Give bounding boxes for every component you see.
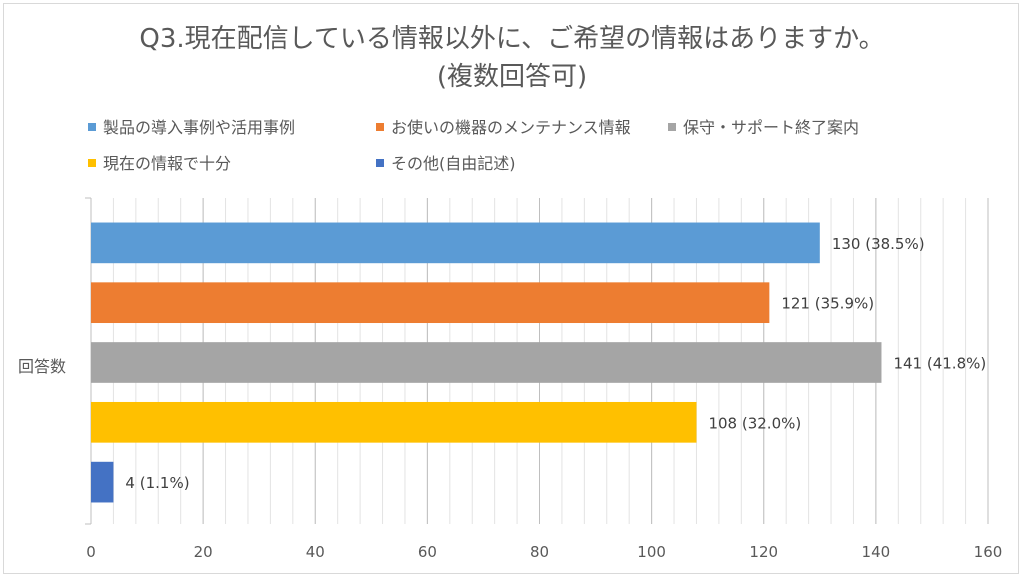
legend-item: 現在の情報で十分	[88, 154, 231, 174]
data-label: 4 (1.1%)	[125, 474, 189, 492]
legend-item: 保守・サポート終了案内	[668, 118, 859, 138]
bars	[91, 222, 882, 503]
data-label: 141 (41.8%)	[893, 354, 986, 372]
data-labels: 130 (38.5%) 121 (35.9%) 141 (41.8%) 108 (32…	[125, 235, 986, 492]
legend-swatch	[376, 123, 384, 131]
x-tick-label: 140	[862, 543, 891, 561]
x-tick-label: 20	[194, 543, 213, 561]
legend-item: お使いの機器のメンテナンス情報	[376, 118, 631, 138]
x-tick-label: 40	[306, 543, 325, 561]
bar	[91, 222, 820, 264]
x-tick-label: 120	[749, 543, 778, 561]
legend-swatch	[88, 123, 96, 131]
data-label: 121 (35.9%)	[781, 295, 874, 313]
category-axis-label: 回答数	[18, 357, 66, 376]
legend-label: お使いの機器のメンテナンス情報	[391, 118, 631, 137]
legend-swatch	[668, 123, 676, 131]
bar	[91, 461, 114, 503]
legend-label: 保守・サポート終了案内	[683, 118, 860, 137]
chart-title-line2: (複数回答可)	[436, 62, 588, 92]
data-label: 108 (32.0%)	[708, 414, 801, 432]
data-label: 130 (38.5%)	[832, 235, 925, 253]
legend-label: 製品の導入事例や活用事例	[103, 118, 296, 137]
legend-label: その他(自由記述)	[391, 154, 516, 173]
x-tick-label: 100	[637, 543, 666, 561]
x-tick-label: 0	[86, 543, 96, 561]
chart-title-line1: Q3.現在配信している情報以外に、ご希望の情報はありますか。	[139, 24, 885, 54]
bar	[91, 282, 770, 324]
bar	[91, 342, 882, 383]
legend-label: 現在の情報で十分	[103, 154, 232, 173]
legend-swatch	[376, 159, 384, 167]
x-axis-ticks: 0 20 40 60 80 100 120 140 160	[86, 543, 1002, 561]
legend-item: その他(自由記述)	[376, 154, 516, 174]
x-tick-label: 80	[530, 543, 549, 561]
legend-item: 製品の導入事例や活用事例	[88, 118, 295, 138]
bar	[91, 401, 697, 443]
x-tick-label: 160	[974, 543, 1003, 561]
legend-swatch	[88, 159, 96, 167]
x-tick-label: 60	[418, 543, 437, 561]
